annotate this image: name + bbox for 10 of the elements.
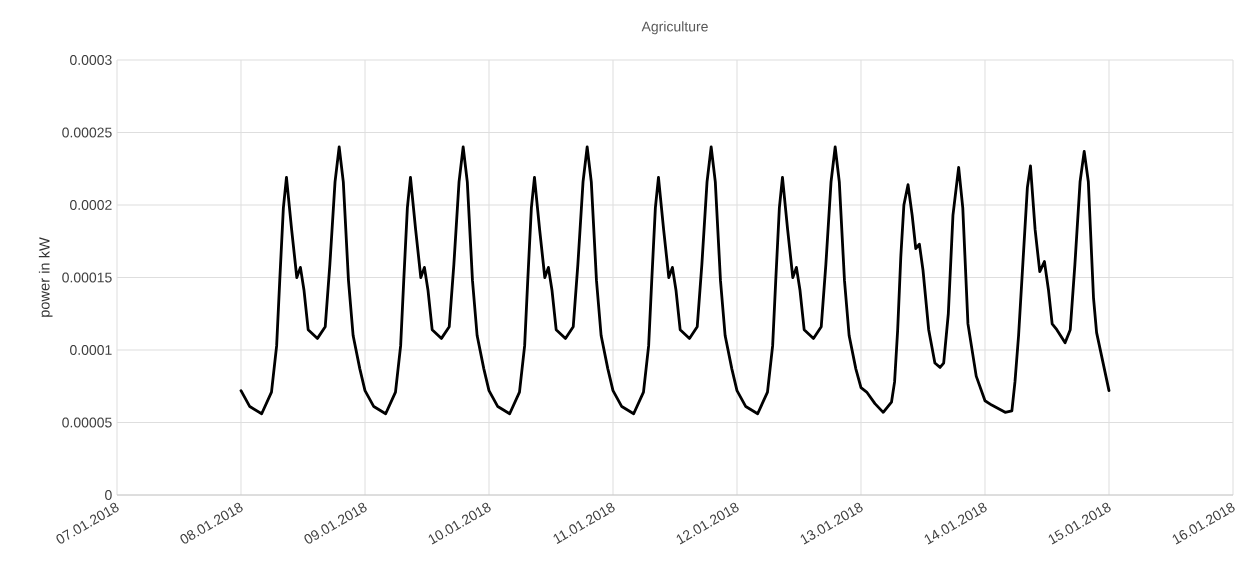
y-tick-label: 0.0001	[70, 345, 112, 355]
y-tick-label: 0.00025	[62, 127, 112, 138]
y-tick-label: 0.0002	[70, 200, 112, 210]
line-series	[239, 145, 1111, 416]
y-axis-title: power in kW	[38, 237, 53, 317]
chart-title: Agriculture	[641, 21, 708, 35]
y-tick-label: 0.00015	[62, 272, 112, 283]
y-tick-label: 0	[105, 490, 112, 500]
y-tick-label: 0.00005	[62, 417, 112, 428]
y-tick-label: 0.0003	[70, 55, 112, 65]
